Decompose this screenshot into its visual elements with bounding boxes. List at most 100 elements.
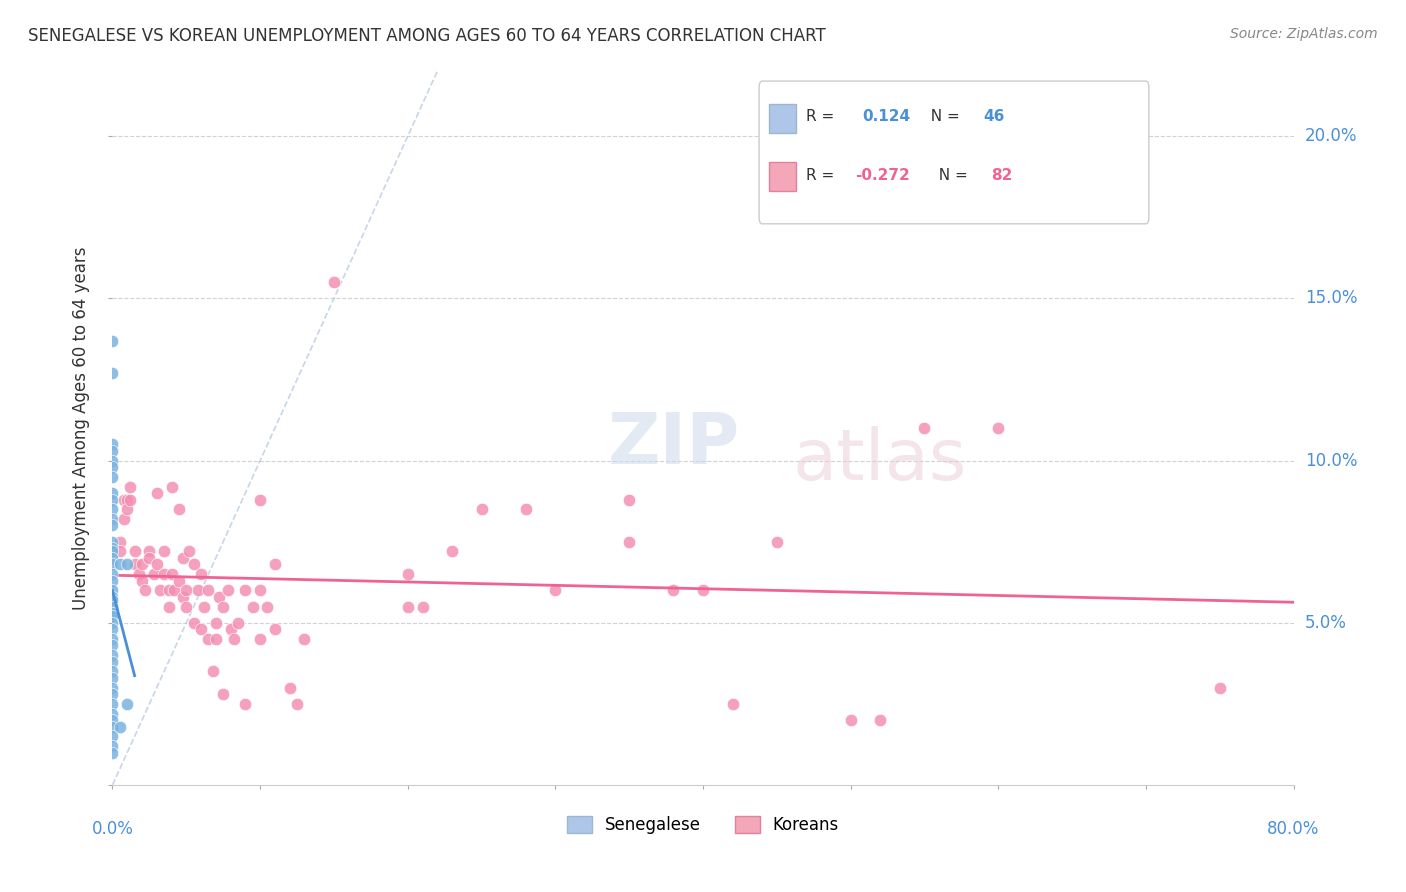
- Point: [201, 665, 224, 679]
- Point: [108, 720, 131, 734]
- Point: [987, 421, 1010, 435]
- Point: [1208, 681, 1232, 695]
- Text: 46: 46: [984, 110, 1005, 124]
- Point: [117, 558, 138, 572]
- Point: [411, 599, 433, 614]
- Point: [101, 687, 124, 701]
- Point: [278, 681, 301, 695]
- Point: [193, 599, 215, 614]
- Point: [396, 599, 419, 614]
- Point: [101, 729, 124, 743]
- Point: [101, 590, 124, 604]
- Point: [101, 583, 124, 598]
- Point: [142, 567, 165, 582]
- Point: [101, 593, 124, 607]
- Point: [117, 492, 138, 507]
- Point: [212, 687, 235, 701]
- FancyBboxPatch shape: [759, 81, 1149, 224]
- Text: R =: R =: [807, 110, 845, 124]
- Point: [544, 583, 567, 598]
- Point: [242, 599, 264, 614]
- Text: atlas: atlas: [793, 426, 967, 495]
- Point: [101, 746, 124, 760]
- Point: [101, 550, 124, 565]
- Point: [160, 567, 183, 582]
- Point: [226, 615, 249, 630]
- Point: [101, 671, 124, 685]
- Point: [101, 502, 124, 516]
- Point: [101, 541, 124, 556]
- Point: [101, 681, 124, 695]
- Point: [179, 544, 201, 558]
- Point: [157, 583, 180, 598]
- Point: [101, 713, 124, 727]
- Point: [101, 567, 124, 582]
- Point: [160, 479, 183, 493]
- Legend: Senegalese, Koreans: Senegalese, Koreans: [560, 809, 846, 841]
- Point: [662, 583, 685, 598]
- Point: [112, 512, 135, 526]
- Point: [163, 583, 186, 598]
- Point: [101, 632, 124, 646]
- Point: [101, 697, 124, 711]
- Point: [101, 574, 124, 588]
- Text: ZIP: ZIP: [607, 410, 740, 479]
- Point: [101, 655, 124, 669]
- Point: [396, 567, 419, 582]
- Text: 80.0%: 80.0%: [1267, 820, 1320, 838]
- Point: [146, 558, 169, 572]
- Point: [101, 706, 124, 721]
- Point: [264, 558, 287, 572]
- Point: [108, 558, 131, 572]
- Text: -0.272: -0.272: [855, 168, 910, 183]
- Point: [153, 544, 176, 558]
- Text: SENEGALESE VS KOREAN UNEMPLOYMENT AMONG AGES 60 TO 64 YEARS CORRELATION CHART: SENEGALESE VS KOREAN UNEMPLOYMENT AMONG …: [28, 27, 825, 45]
- Text: 10.0%: 10.0%: [1305, 451, 1357, 469]
- Point: [101, 437, 124, 451]
- Point: [914, 421, 936, 435]
- Point: [197, 632, 219, 646]
- Point: [101, 534, 124, 549]
- Point: [233, 697, 256, 711]
- Point: [101, 518, 124, 533]
- Text: 20.0%: 20.0%: [1305, 128, 1357, 145]
- Point: [167, 574, 190, 588]
- Point: [205, 615, 228, 630]
- Point: [101, 512, 124, 526]
- Point: [146, 486, 169, 500]
- Point: [101, 665, 124, 679]
- Text: 0.0%: 0.0%: [91, 820, 134, 838]
- Point: [128, 567, 150, 582]
- Point: [131, 574, 153, 588]
- Point: [292, 632, 315, 646]
- Bar: [769, 103, 796, 133]
- Point: [108, 544, 131, 558]
- Point: [441, 544, 464, 558]
- Point: [108, 534, 131, 549]
- Point: [219, 622, 242, 636]
- Point: [101, 486, 124, 500]
- Point: [101, 622, 124, 636]
- Text: 0.124: 0.124: [862, 110, 911, 124]
- Point: [138, 544, 160, 558]
- Point: [839, 713, 862, 727]
- Point: [120, 479, 142, 493]
- Point: [233, 583, 256, 598]
- Point: [187, 583, 209, 598]
- Point: [120, 492, 142, 507]
- Point: [101, 470, 124, 484]
- Bar: [769, 162, 796, 192]
- Point: [217, 583, 239, 598]
- Point: [101, 453, 124, 467]
- Point: [470, 502, 494, 516]
- Point: [124, 558, 146, 572]
- Text: 5.0%: 5.0%: [1305, 614, 1347, 632]
- Point: [190, 567, 212, 582]
- Point: [124, 544, 146, 558]
- Point: [869, 713, 891, 727]
- Point: [208, 590, 231, 604]
- Point: [323, 275, 346, 289]
- Text: N =: N =: [929, 168, 973, 183]
- Point: [197, 583, 219, 598]
- Point: [117, 697, 138, 711]
